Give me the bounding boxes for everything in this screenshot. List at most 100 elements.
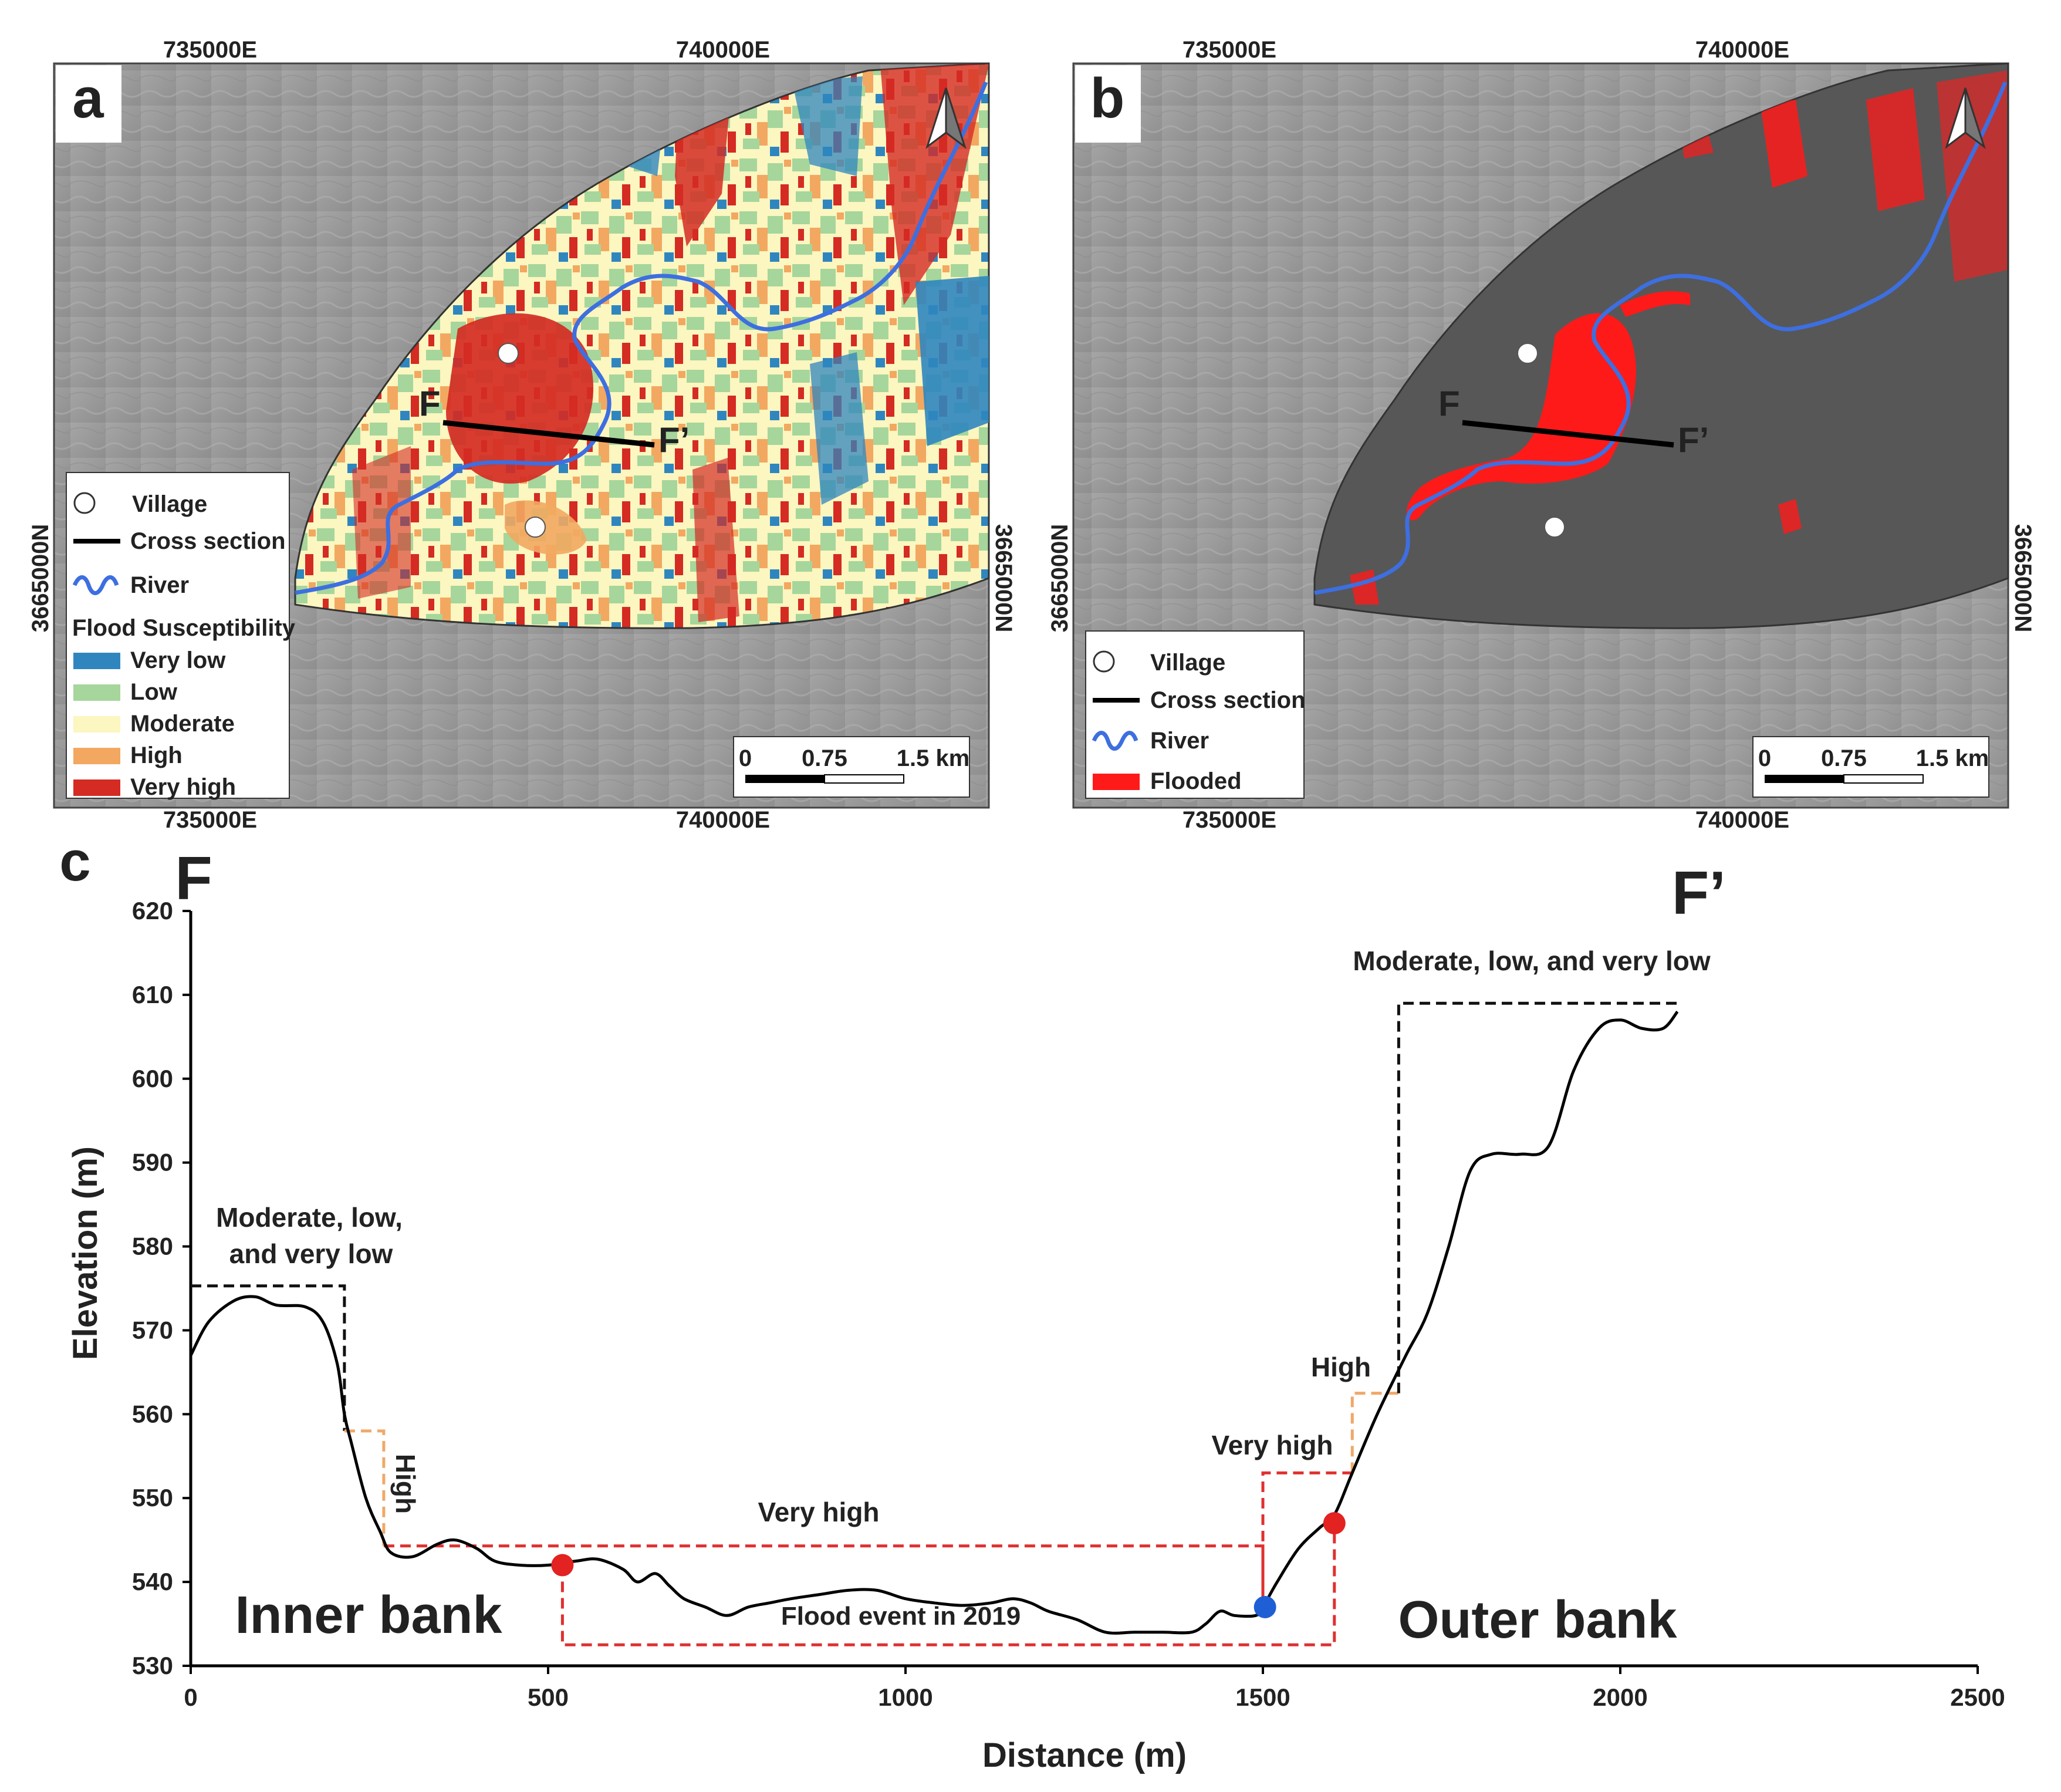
- profile-marker: [551, 1554, 574, 1577]
- legend-class-label: Very high: [130, 774, 236, 800]
- scale-zero: 0: [739, 745, 752, 771]
- panel-a-map: F F’ a 735000E 740000E 735000E 740000E 3…: [28, 37, 1016, 833]
- legend-cross-section-label: Cross section: [1150, 687, 1306, 713]
- legend-class-swatch: [73, 748, 120, 764]
- zone-box: [1397, 1001, 1678, 1393]
- y-tick-label: 620: [132, 897, 173, 924]
- north-arrow-icon: [1945, 87, 1986, 150]
- panel-b-village-marker: [1544, 517, 1565, 538]
- panel-a-coord-top-left: 735000E: [163, 37, 257, 63]
- panel-b-river: [1314, 81, 2008, 595]
- panel-a-legend: Village Cross section River Flood Suscep…: [66, 472, 296, 800]
- scale-mid: 0.75: [802, 745, 847, 771]
- zone-label: Very high: [758, 1497, 879, 1527]
- panel-b-coord-top-right: 740000E: [1695, 37, 1789, 63]
- legend-river-icon: [1092, 731, 1138, 751]
- y-tick-label: 610: [132, 981, 173, 1008]
- y-axis-label: Elevation (m): [66, 1146, 104, 1360]
- legend-class-label: Very low: [130, 647, 226, 673]
- panel-a-cross-section-line: [442, 420, 655, 448]
- panel-a-coord-right: 3665000N: [991, 524, 1016, 633]
- panel-b-coord-left: 3665000N: [1047, 524, 1073, 633]
- scale-mid: 0.75: [1821, 745, 1867, 771]
- legend-class-swatch: [73, 716, 120, 733]
- panel-a-scale-bar: 0 0.75 1.5 km: [733, 736, 970, 798]
- legend-class-swatch: [73, 779, 120, 796]
- legend-river-icon: [72, 575, 119, 595]
- legend-cross-section-label: Cross section: [130, 528, 286, 554]
- y-tick-label: 560: [132, 1400, 173, 1427]
- zone-box: [560, 1523, 1336, 1646]
- inner-bank-label: Inner bank: [235, 1586, 502, 1645]
- x-tick-label: 2500: [1950, 1683, 2005, 1711]
- zone-box: [1350, 1392, 1399, 1473]
- panel-a-letter-box: [56, 65, 121, 143]
- chart-axes: 0 500 1000 1500 2000 2500 530 540 550 560 570 580 59…: [132, 897, 2005, 1711]
- panel-b-scale-bar: 0 0.75 1.5 km: [1752, 736, 1989, 798]
- legend-village-label: Village: [1150, 650, 1225, 676]
- profile-start-label: F: [175, 845, 212, 913]
- panel-b-label-f-prime: F’: [1678, 420, 1709, 460]
- zone-label: Flood event in 2019: [781, 1602, 1021, 1631]
- legend-susceptibility-title: Flood Susceptibility: [72, 615, 296, 641]
- x-tick-label: 0: [184, 1683, 197, 1711]
- panel-a-label-f: F: [419, 384, 441, 423]
- zone-label: Very high: [1211, 1430, 1333, 1460]
- x-tick-label: 500: [528, 1683, 569, 1711]
- zone-box: [383, 1544, 1265, 1607]
- zone-label: High: [390, 1454, 421, 1514]
- legend-village-icon: [73, 492, 96, 514]
- profile-marker: [1254, 1595, 1276, 1618]
- panel-b-cross-section-line: [1462, 420, 1674, 448]
- panel-a-coord-left: 3665000N: [28, 524, 53, 633]
- y-tick-label: 540: [132, 1568, 173, 1595]
- y-tick-label: 580: [132, 1233, 173, 1260]
- y-tick-label: 570: [132, 1316, 173, 1344]
- zone-labels: Moderate, low, and very low High Very high F…: [216, 946, 1711, 1631]
- y-tick-label: 590: [132, 1149, 173, 1176]
- zone-label: Moderate, low,: [216, 1202, 403, 1233]
- zone-label: High: [1311, 1352, 1371, 1382]
- panel-b-coord-top-left: 735000E: [1182, 37, 1276, 63]
- legend-flooded-label: Flooded: [1150, 768, 1242, 794]
- panel-b-map: F F’ b 735000E 740000E 735000E 740000E 3…: [1047, 37, 2036, 833]
- zone-box: [344, 1429, 386, 1546]
- north-arrow-icon: [925, 87, 967, 150]
- zone-label: and very low: [229, 1238, 393, 1269]
- panel-b-study-area: [1313, 62, 2009, 629]
- panel-b-coord-bottom-left: 735000E: [1182, 807, 1276, 833]
- panel-a-label-f-prime: F’: [658, 420, 690, 460]
- panel-b-label-f: F: [1438, 384, 1460, 423]
- panel-c-letter: c: [59, 830, 90, 893]
- panel-a-village-marker: [525, 517, 546, 538]
- legend-class-swatch: [73, 684, 120, 701]
- legend-village-icon: [1093, 650, 1115, 673]
- x-axis-label: Distance (m): [982, 1736, 1187, 1774]
- x-tick-label: 2000: [1593, 1683, 1647, 1711]
- panel-b-legend: Village Cross section River Flooded: [1085, 630, 1306, 799]
- legend-river-label: River: [1150, 728, 1209, 754]
- legend-village-label: Village: [132, 491, 207, 517]
- profile-markers: [551, 1512, 1346, 1618]
- elevation-profile-line: [189, 1010, 1679, 1635]
- legend-flooded-swatch: [1093, 774, 1140, 790]
- profile-marker: [1323, 1512, 1346, 1535]
- profile-end-label: F’: [1672, 859, 1726, 927]
- legend-class-label: Moderate: [130, 711, 235, 737]
- y-tick-label: 530: [132, 1652, 173, 1679]
- panel-a-coord-bottom-right: 740000E: [676, 807, 770, 833]
- panel-a-letter: a: [72, 67, 104, 130]
- legend-class-swatch: [73, 653, 120, 669]
- panel-b-letter: b: [1090, 67, 1125, 130]
- panel-a-coord-bottom-left: 735000E: [163, 807, 257, 833]
- outer-bank-label: Outer bank: [1398, 1591, 1677, 1649]
- scale-zero: 0: [1758, 745, 1771, 771]
- panel-b-letter-box: [1075, 65, 1141, 143]
- x-tick-label: 1000: [878, 1683, 932, 1711]
- panel-a-coord-top-right: 740000E: [676, 37, 770, 63]
- panel-b-village-marker: [1517, 343, 1538, 364]
- y-tick-label: 550: [132, 1484, 173, 1511]
- zone-label: Moderate, low, and very low: [1353, 946, 1710, 976]
- panel-b-coord-right: 3665000N: [2010, 524, 2036, 633]
